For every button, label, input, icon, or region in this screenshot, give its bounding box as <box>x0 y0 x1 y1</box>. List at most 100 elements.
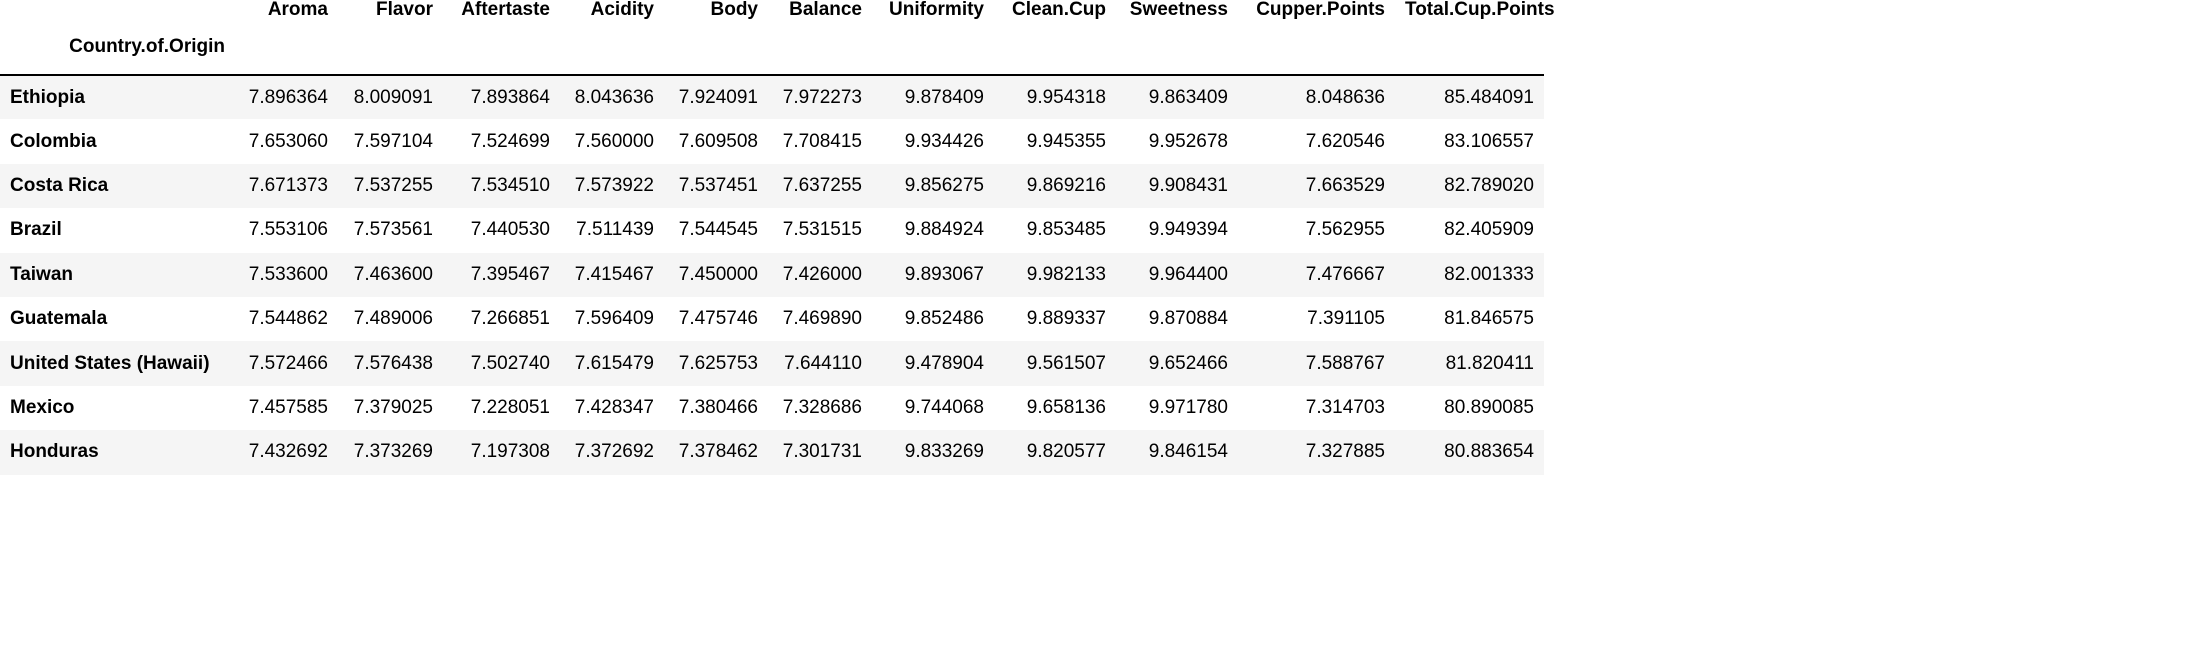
table-cell: 7.372692 <box>574 441 654 463</box>
table-cell: 80.890085 <box>1444 396 1534 418</box>
table-row: Costa Rica 7.671373 7.537255 7.534510 7.5739… <box>0 163 1544 209</box>
table-cell: 7.314703 <box>1305 396 1385 418</box>
table-cell: 7.378462 <box>678 441 758 463</box>
table-cell: 7.426000 <box>782 263 862 285</box>
table-cell: 9.820577 <box>1026 441 1106 463</box>
table-cell: 7.637255 <box>782 174 862 196</box>
table-cell: 7.301731 <box>782 441 862 463</box>
table-cell: 7.615479 <box>574 352 654 374</box>
table-cell: 7.266851 <box>470 308 550 330</box>
column-header: Uniformity <box>889 0 984 20</box>
table-cell: 9.869216 <box>1026 174 1106 196</box>
column-header: Balance <box>789 0 862 20</box>
table-cell: 7.428347 <box>574 396 654 418</box>
table-cell: 7.450000 <box>678 263 758 285</box>
row-index-label: Ethiopia <box>10 86 85 108</box>
table-header: Aroma Flavor Aftertaste Acidity Body Bal… <box>0 0 1555 75</box>
table-cell: 7.573922 <box>574 174 654 196</box>
table-cell: 9.852486 <box>904 308 984 330</box>
table-cell: 9.893067 <box>904 263 984 285</box>
table-cell: 7.327885 <box>1305 441 1385 463</box>
table-cell: 82.789020 <box>1444 174 1534 196</box>
table-cell: 9.954318 <box>1026 86 1106 108</box>
table-cell: 7.380466 <box>678 396 758 418</box>
table-cell: 9.870884 <box>1148 308 1228 330</box>
table-body: Ethiopia 7.896364 8.009091 7.893864 8.043636… <box>0 75 1544 475</box>
table-cell: 7.475746 <box>678 308 758 330</box>
row-index-label: Mexico <box>10 396 75 418</box>
table-cell: 9.949394 <box>1148 219 1228 241</box>
table-row: Mexico 7.457585 7.379025 7.228051 7.428347 7.… <box>0 385 1544 431</box>
table-cell: 9.853485 <box>1026 219 1106 241</box>
table-cell: 7.511439 <box>576 219 654 241</box>
table-cell: 7.476667 <box>1305 263 1385 285</box>
table-cell: 9.884924 <box>904 219 984 241</box>
table-row: Ethiopia 7.896364 8.009091 7.893864 8.043636… <box>0 75 1544 120</box>
header-corner <box>0 0 235 26</box>
table-cell: 7.440530 <box>470 219 550 241</box>
table-cell: 9.971780 <box>1148 396 1228 418</box>
table-cell: 7.534510 <box>470 174 550 196</box>
column-header: Cupper.Points <box>1256 0 1385 20</box>
table-cell: 9.934426 <box>904 130 984 152</box>
row-index-label: United States (Hawaii) <box>10 352 210 374</box>
table-cell: 81.846575 <box>1444 308 1534 330</box>
table-cell: 7.588767 <box>1305 352 1385 374</box>
table-cell: 7.531515 <box>782 219 862 241</box>
table-cell: 9.878409 <box>904 86 984 108</box>
table-cell: 7.597104 <box>353 130 433 152</box>
table-cell: 7.644110 <box>784 352 862 374</box>
table-cell: 7.560000 <box>574 130 654 152</box>
table-cell: 7.553106 <box>248 219 328 241</box>
table-cell: 7.391105 <box>1307 308 1385 330</box>
table-cell: 9.982133 <box>1026 263 1106 285</box>
table-cell: 81.820411 <box>1445 352 1534 374</box>
row-index-label: Guatemala <box>10 308 108 330</box>
table-row: Honduras 7.432692 7.373269 7.197308 7.372692… <box>0 430 1544 475</box>
table-cell: 7.469890 <box>782 308 862 330</box>
table-row: Colombia 7.653060 7.597104 7.524699 7.560000… <box>0 119 1544 164</box>
table-row: United States (Hawaii) 7.572466 7.576438 7.… <box>0 341 1544 386</box>
table-cell: 7.893864 <box>470 86 550 108</box>
column-header: Total.Cup.Points <box>1405 0 1555 20</box>
table-cell: 7.457585 <box>248 396 328 418</box>
table-cell: 85.484091 <box>1444 86 1534 108</box>
column-header: Clean.Cup <box>1012 0 1106 20</box>
table-cell: 7.609508 <box>678 130 758 152</box>
table-cell: 7.395467 <box>470 263 550 285</box>
table-cell: 7.572466 <box>248 352 328 374</box>
table-cell: 9.846154 <box>1148 441 1228 463</box>
table-cell: 7.708415 <box>782 130 862 152</box>
table-cell: 7.373269 <box>353 441 433 463</box>
table-cell: 7.576438 <box>353 352 433 374</box>
table-cell: 9.561507 <box>1026 352 1106 374</box>
table-row: Taiwan 7.533600 7.463600 7.395467 7.415467 7.… <box>0 252 1544 297</box>
table-cell: 9.952678 <box>1148 130 1228 152</box>
row-index-label: Brazil <box>10 219 62 241</box>
table-cell: 9.945355 <box>1026 130 1106 152</box>
column-header-row: Aroma Flavor Aftertaste Acidity Body Bal… <box>0 0 1555 26</box>
table-row: Brazil 7.553106 7.573561 7.440530 7.511439 7.… <box>0 208 1544 253</box>
column-header: Aftertaste <box>461 0 550 20</box>
row-index-label: Colombia <box>10 130 97 152</box>
column-header: Acidity <box>590 0 654 20</box>
table-cell: 80.883654 <box>1444 441 1534 463</box>
table-cell: 9.889337 <box>1026 308 1106 330</box>
row-index-label: Costa Rica <box>10 174 109 196</box>
table-cell: 7.896364 <box>248 86 328 108</box>
table-cell: 7.524699 <box>470 130 550 152</box>
table-cell: 7.537255 <box>353 174 433 196</box>
table-cell: 7.671373 <box>248 174 328 196</box>
table-cell: 8.048636 <box>1305 86 1385 108</box>
table-cell: 7.562955 <box>1305 219 1385 241</box>
column-header: Aroma <box>267 0 328 20</box>
table-cell: 9.964400 <box>1148 263 1228 285</box>
table-cell: 9.908431 <box>1148 174 1228 196</box>
table-cell: 7.489006 <box>353 308 433 330</box>
table-cell: 7.537451 <box>678 174 758 196</box>
row-index-label: Taiwan <box>10 263 73 285</box>
column-header: Flavor <box>375 0 433 20</box>
table-cell: 7.596409 <box>574 308 654 330</box>
table-cell: 9.863409 <box>1148 86 1228 108</box>
row-index-label: Honduras <box>10 441 99 463</box>
